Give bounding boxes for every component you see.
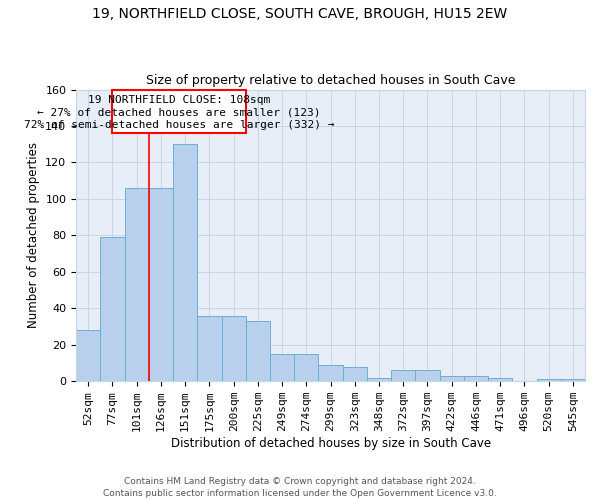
Text: ← 27% of detached houses are smaller (123): ← 27% of detached houses are smaller (12…: [37, 108, 321, 118]
Bar: [246, 321, 270, 381]
Bar: [149, 188, 173, 381]
Bar: [343, 366, 367, 381]
Bar: [173, 144, 197, 381]
Bar: [391, 370, 415, 381]
Bar: [125, 188, 149, 381]
Bar: [440, 376, 464, 381]
Bar: [221, 316, 246, 381]
Bar: [294, 354, 319, 381]
Bar: [76, 330, 100, 381]
Bar: [415, 370, 440, 381]
Bar: [270, 354, 294, 381]
Text: 19 NORTHFIELD CLOSE: 108sqm: 19 NORTHFIELD CLOSE: 108sqm: [88, 96, 270, 106]
X-axis label: Distribution of detached houses by size in South Cave: Distribution of detached houses by size …: [170, 437, 491, 450]
Text: Contains HM Land Registry data © Crown copyright and database right 2024.
Contai: Contains HM Land Registry data © Crown c…: [103, 476, 497, 498]
Bar: [100, 237, 125, 381]
Bar: [536, 380, 561, 381]
Bar: [367, 378, 391, 381]
Title: Size of property relative to detached houses in South Cave: Size of property relative to detached ho…: [146, 74, 515, 87]
Bar: [464, 376, 488, 381]
Bar: [319, 365, 343, 381]
Bar: [561, 380, 585, 381]
Text: 19, NORTHFIELD CLOSE, SOUTH CAVE, BROUGH, HU15 2EW: 19, NORTHFIELD CLOSE, SOUTH CAVE, BROUGH…: [92, 8, 508, 22]
Text: 72% of semi-detached houses are larger (332) →: 72% of semi-detached houses are larger (…: [24, 120, 334, 130]
Bar: [197, 316, 221, 381]
Y-axis label: Number of detached properties: Number of detached properties: [27, 142, 40, 328]
Bar: [488, 378, 512, 381]
Bar: [112, 90, 246, 134]
